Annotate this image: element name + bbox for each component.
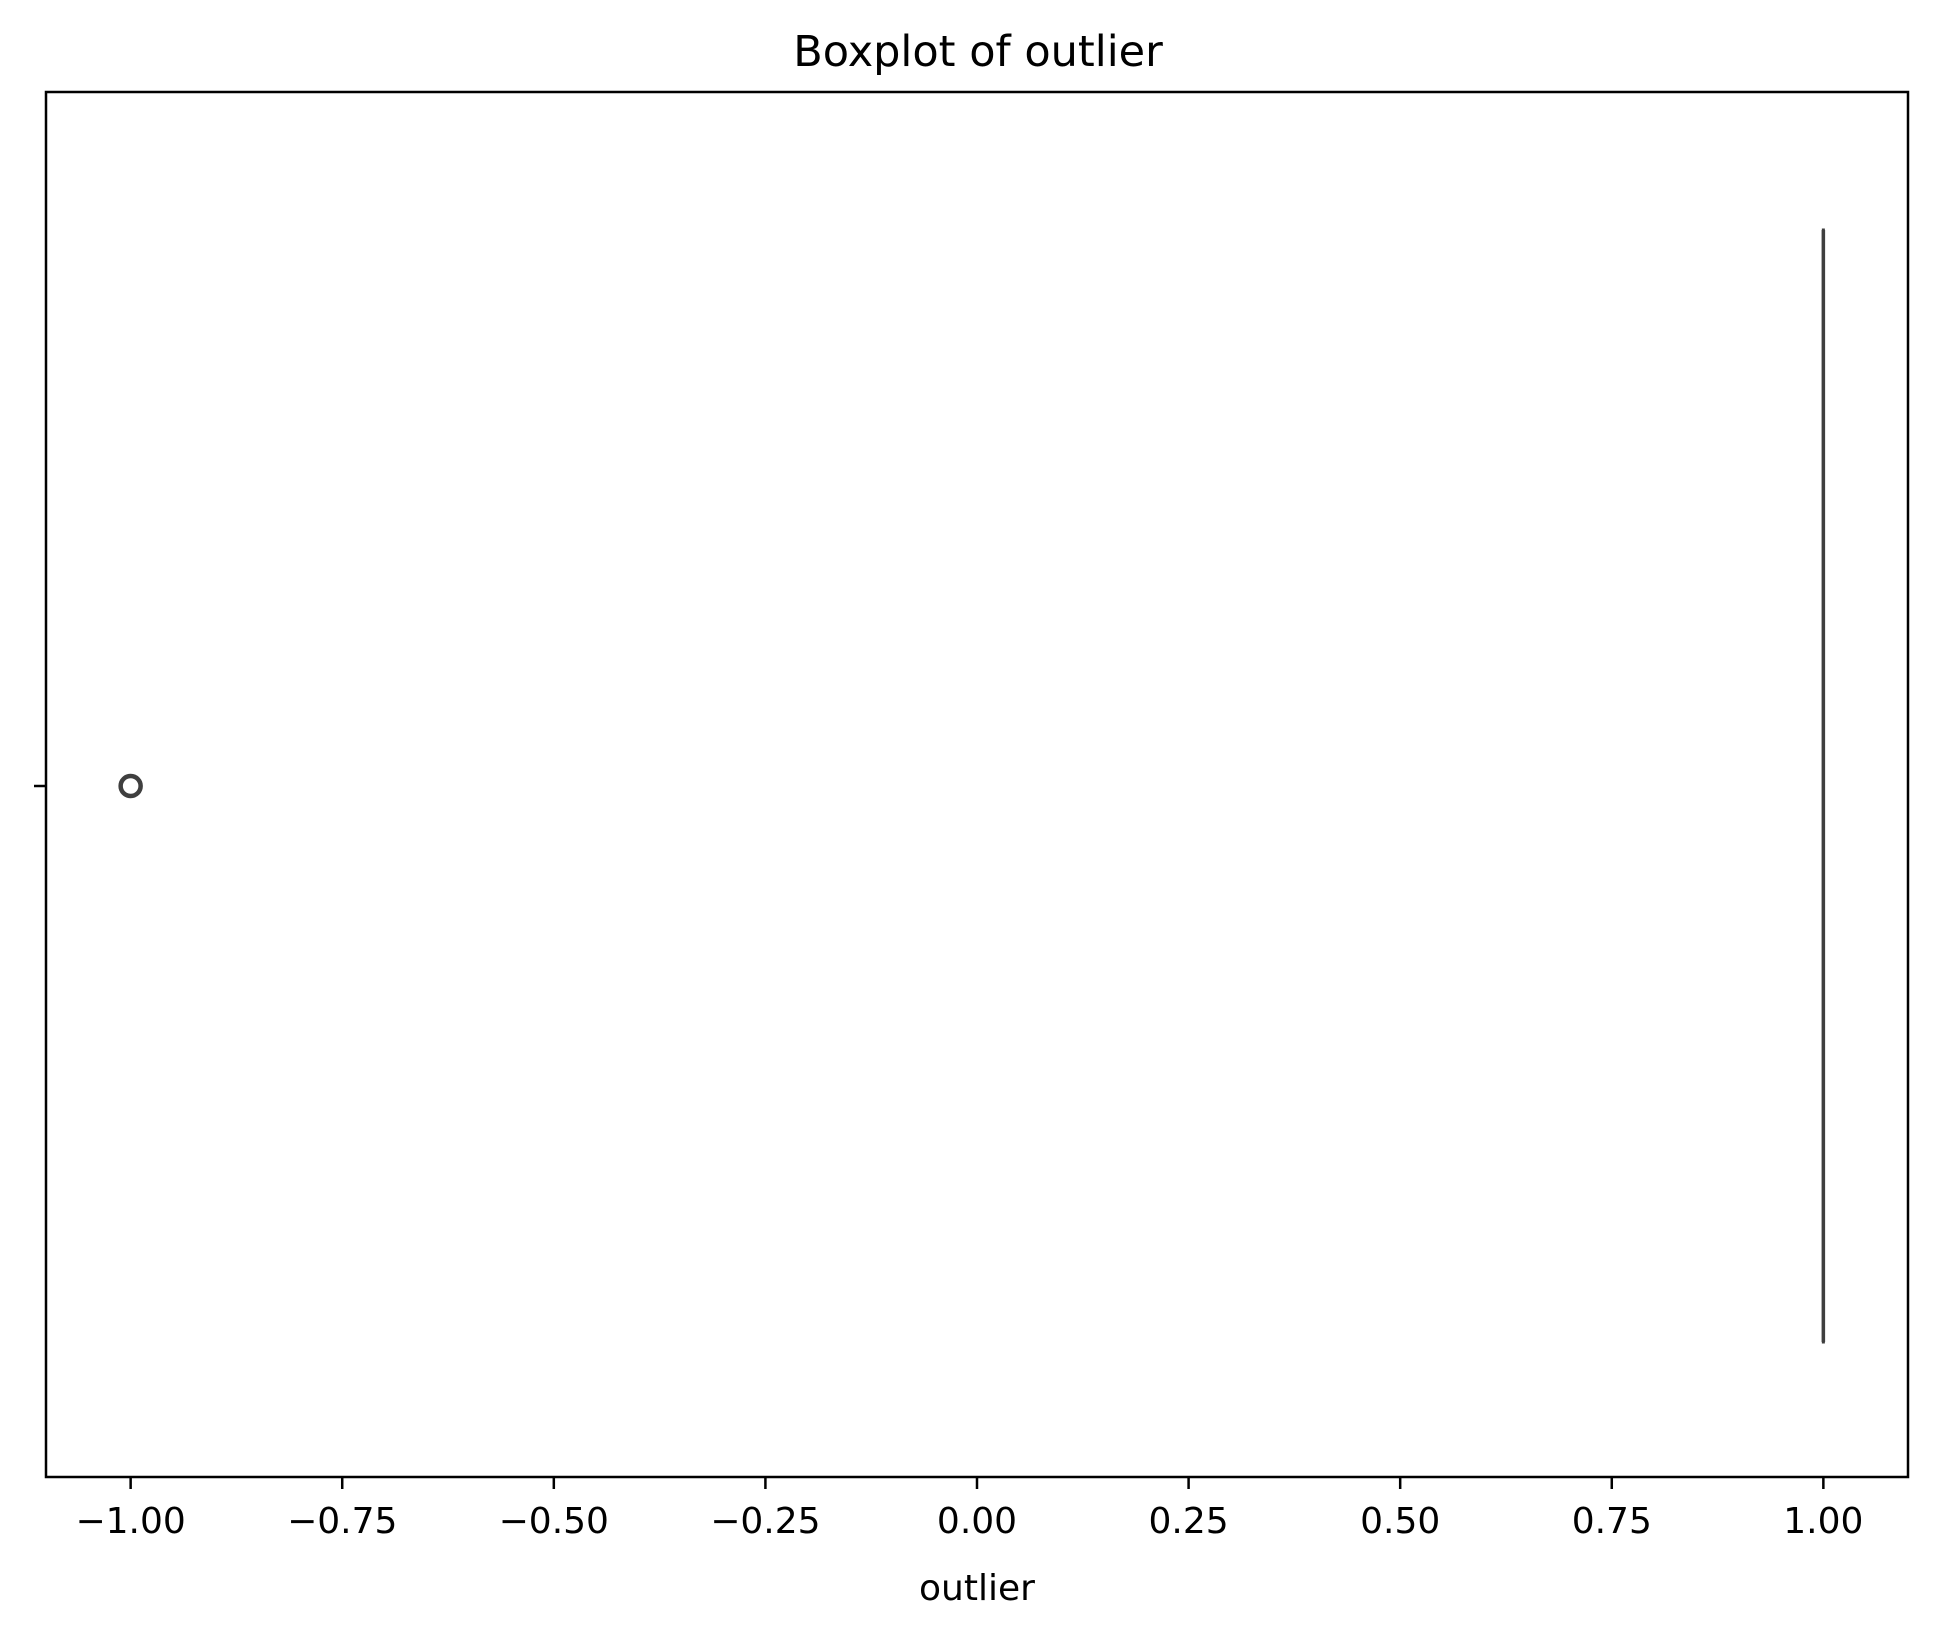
x-tick-label: 0.75 — [1572, 1501, 1652, 1542]
x-tick-label: 0.00 — [937, 1501, 1017, 1542]
x-tick-label: −0.75 — [287, 1501, 397, 1542]
x-tick-label: 1.00 — [1783, 1501, 1863, 1542]
x-tick-label: 0.25 — [1149, 1501, 1229, 1542]
x-axis-label: outlier — [919, 1568, 1035, 1609]
x-tick-label: −0.25 — [710, 1501, 820, 1542]
x-tick-label: 0.50 — [1360, 1501, 1440, 1542]
x-tick-label: −0.50 — [499, 1501, 609, 1542]
chart-title: Boxplot of outlier — [793, 27, 1163, 77]
x-tick-label: −1.00 — [75, 1501, 185, 1542]
